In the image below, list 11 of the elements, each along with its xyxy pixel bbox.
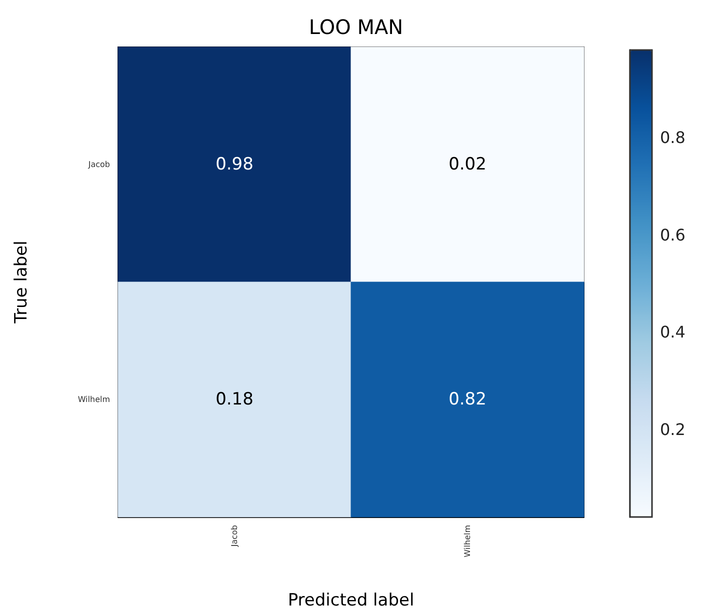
data-label: 0.82 [448, 390, 486, 410]
color-bar-label: 0.6 [660, 225, 686, 244]
color-bar-label: 0.4 [660, 322, 686, 342]
chart-title: LOO MAN [308, 15, 404, 39]
data-label: 0.18 [216, 390, 254, 410]
color-bar-label: 0.2 [660, 420, 686, 439]
x-axis-title: Predicted label [288, 590, 414, 610]
data-label: 0.98 [216, 154, 254, 174]
color-bar-label: 0.8 [660, 128, 686, 148]
data-label: 0.02 [448, 154, 486, 174]
y-axis-title: True label [12, 240, 32, 324]
